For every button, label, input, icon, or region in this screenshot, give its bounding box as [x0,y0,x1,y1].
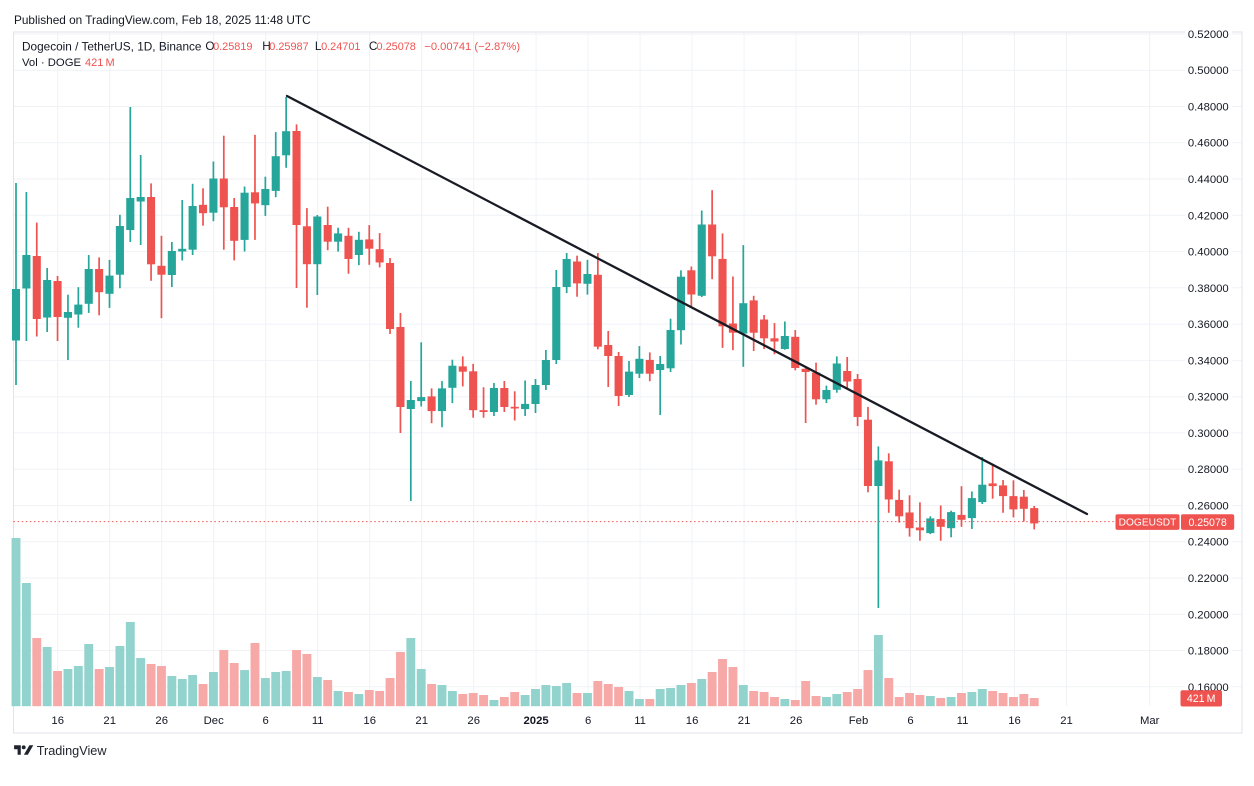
svg-text:11: 11 [634,715,646,727]
svg-text:2025: 2025 [524,715,549,727]
svg-text:Published on TradingView.com,: Published on TradingView.com, Feb 18, 20… [14,13,311,27]
svg-text:0.30000: 0.30000 [1188,428,1229,440]
svg-text:6: 6 [585,715,591,727]
svg-text:11: 11 [312,715,324,727]
svg-text:0.25078: 0.25078 [377,41,416,53]
svg-text:16: 16 [51,715,64,727]
svg-text:0.24701: 0.24701 [321,41,360,53]
svg-text:0.44000: 0.44000 [1188,174,1229,186]
svg-text:16: 16 [363,715,376,727]
svg-text:0.34000: 0.34000 [1188,355,1229,367]
svg-text:Feb: Feb [849,715,868,727]
svg-text:TradingView: TradingView [37,744,108,758]
svg-text:0.28000: 0.28000 [1188,464,1229,476]
svg-text:0.22000: 0.22000 [1188,573,1229,585]
svg-text:21: 21 [738,715,751,727]
svg-text:0.36000: 0.36000 [1188,319,1229,331]
svg-text:Vol · DOGE: Vol · DOGE [22,57,81,69]
svg-text:16: 16 [1008,715,1021,727]
svg-text:11: 11 [957,715,969,727]
svg-text:0.46000: 0.46000 [1188,138,1229,150]
svg-text:6: 6 [263,715,269,727]
svg-text:421 M: 421 M [85,57,115,69]
svg-text:26: 26 [790,715,803,727]
svg-text:0.40000: 0.40000 [1188,247,1229,259]
svg-text:L: L [315,39,322,53]
svg-text:0.24000: 0.24000 [1188,537,1229,549]
svg-text:0.18000: 0.18000 [1188,646,1229,658]
svg-text:0.38000: 0.38000 [1188,283,1229,295]
svg-text:O: O [205,39,214,53]
svg-text:0.25819: 0.25819 [213,41,252,53]
svg-text:21: 21 [1060,715,1073,727]
svg-text:Mar: Mar [1140,715,1160,727]
svg-text:26: 26 [155,715,168,727]
svg-text:0.20000: 0.20000 [1188,609,1229,621]
svg-text:21: 21 [415,715,428,727]
svg-text:16: 16 [686,715,699,727]
svg-text:26: 26 [467,715,480,727]
svg-text:0.32000: 0.32000 [1188,392,1229,404]
svg-text:C: C [369,39,378,53]
svg-text:21: 21 [103,715,116,727]
svg-text:H: H [262,39,271,53]
svg-text:0.50000: 0.50000 [1188,65,1229,77]
svg-text:421 M: 421 M [1187,693,1216,705]
svg-text:6: 6 [907,715,913,727]
svg-text:0.52000: 0.52000 [1188,29,1229,41]
svg-text:0.25987: 0.25987 [269,41,308,53]
svg-text:0.48000: 0.48000 [1188,102,1229,114]
svg-text:DOGEUSDT: DOGEUSDT [1119,518,1177,529]
svg-text:0.25078: 0.25078 [1188,517,1226,529]
svg-text:Dogecoin / TetherUS, 1D, Binan: Dogecoin / TetherUS, 1D, Binance [22,40,202,54]
svg-text:Dec: Dec [204,715,224,727]
svg-text:−0.00741 (−2.87%): −0.00741 (−2.87%) [424,41,520,53]
svg-text:0.26000: 0.26000 [1188,501,1229,513]
svg-text:0.42000: 0.42000 [1188,210,1229,222]
